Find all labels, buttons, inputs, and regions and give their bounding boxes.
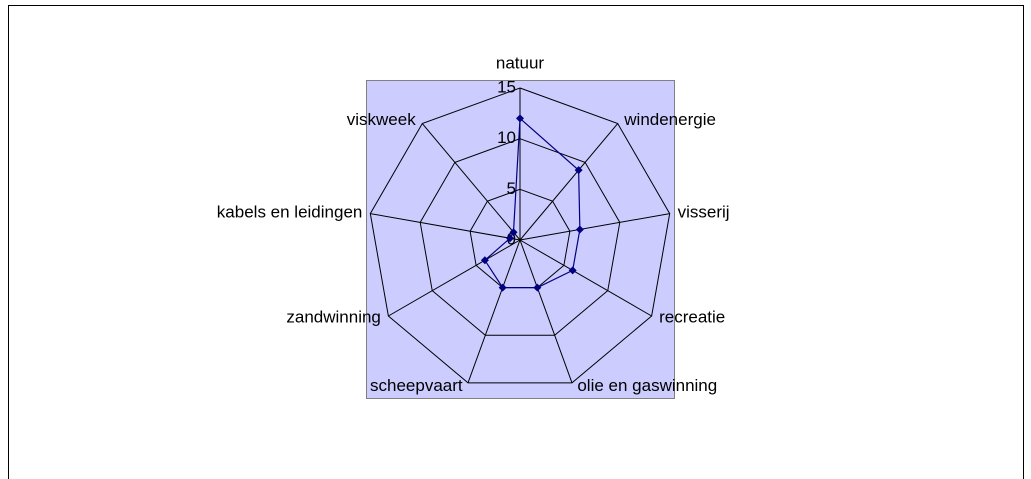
data-marker — [480, 256, 489, 265]
data-marker — [533, 283, 542, 292]
category-label: windenergie — [623, 110, 716, 129]
category-label: visserij — [678, 202, 730, 221]
axis-spoke — [519, 213, 670, 241]
category-label: viskweek — [347, 110, 416, 129]
data-marker — [509, 228, 518, 237]
grid-line — [419, 138, 621, 336]
y-tick-label: 15 — [497, 77, 516, 96]
y-tick-label: 5 — [507, 179, 516, 198]
category-label: recreatie — [659, 307, 725, 326]
data-marker — [516, 114, 524, 123]
data-marker — [498, 283, 507, 292]
axis-spoke — [370, 213, 521, 241]
grid-line — [369, 87, 671, 384]
data-marker — [568, 266, 577, 275]
axis-spoke — [519, 123, 619, 241]
category-label: zandwinning — [286, 307, 381, 326]
data-marker — [506, 234, 515, 243]
category-label: kabels en leidingen — [217, 202, 363, 221]
data-marker — [574, 166, 583, 175]
category-label: olie en gaswinning — [577, 376, 717, 395]
axis-spoke — [467, 239, 521, 384]
category-label: natuur — [496, 53, 545, 72]
axis-spoke — [421, 123, 521, 241]
series-line — [484, 117, 581, 289]
y-tick-label: 10 — [497, 128, 516, 147]
axis-spoke — [388, 239, 521, 317]
axis-spoke — [519, 239, 652, 317]
category-label: scheepvaart — [370, 376, 463, 395]
data-marker — [575, 225, 584, 234]
axis-spoke — [519, 239, 573, 384]
